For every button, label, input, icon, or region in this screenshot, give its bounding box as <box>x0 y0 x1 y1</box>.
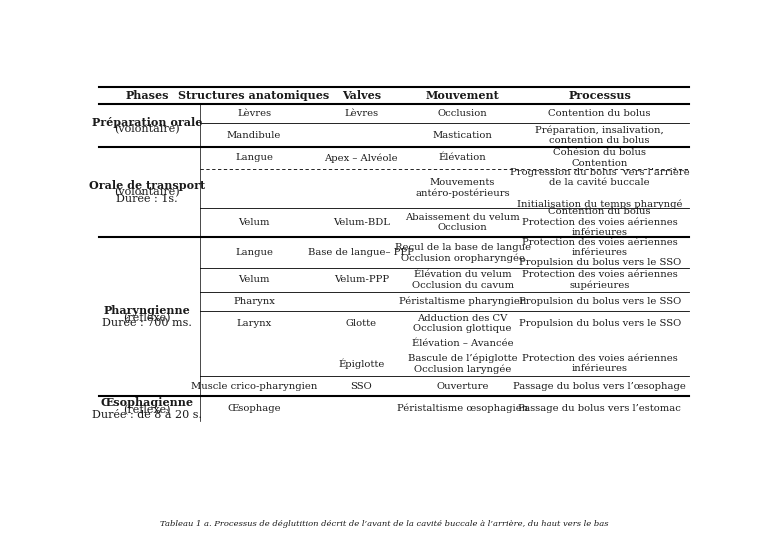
Text: Velum: Velum <box>238 218 270 227</box>
Text: Structures anatomiques: Structures anatomiques <box>178 90 330 101</box>
Text: Apex – Alvéole: Apex – Alvéole <box>325 153 398 163</box>
Text: Préparation orale: Préparation orale <box>92 117 202 128</box>
Text: (volontaire): (volontaire) <box>114 187 180 197</box>
Text: Progression du bolus  vers l’arrière
de la cavité buccale

Initialisation du tem: Progression du bolus vers l’arrière de l… <box>510 167 690 209</box>
Text: Lèvres: Lèvres <box>345 109 378 118</box>
Text: Protection des voies aériennes
supérieures: Protection des voies aériennes supérieur… <box>522 270 677 290</box>
Text: Mouvement: Mouvement <box>426 90 500 101</box>
Text: Glotte: Glotte <box>346 319 377 328</box>
Text: Pharyngienne: Pharyngienne <box>103 304 190 316</box>
Text: Protection des voies aériennes
inférieures: Protection des voies aériennes inférieur… <box>522 354 677 373</box>
Text: Cohésion du bolus
Contention: Cohésion du bolus Contention <box>553 148 646 168</box>
Text: Élévation: Élévation <box>439 154 487 163</box>
Text: Larynx: Larynx <box>236 319 271 328</box>
Text: Adduction des CV
Occlusion glottique: Adduction des CV Occlusion glottique <box>414 313 512 333</box>
Text: Préparation, insalivation,
contention du bolus: Préparation, insalivation, contention du… <box>535 125 664 146</box>
Text: (réflexe): (réflexe) <box>123 403 171 414</box>
Text: Durée : de 8 à 20 s.: Durée : de 8 à 20 s. <box>92 410 201 421</box>
Text: Valves: Valves <box>341 90 381 101</box>
Text: Protection des voies aériennes
inférieures
Propulsion du bolus vers le SSO: Protection des voies aériennes inférieur… <box>518 238 681 268</box>
Text: Propulsion du bolus vers le SSO: Propulsion du bolus vers le SSO <box>518 319 681 328</box>
Text: Processus: Processus <box>568 90 631 101</box>
Text: Occlusion: Occlusion <box>438 109 488 118</box>
Text: Langue: Langue <box>235 154 273 163</box>
Text: SSO: SSO <box>351 382 372 391</box>
Text: Base de langue– PPP: Base de langue– PPP <box>308 248 414 257</box>
Text: Propulsion du bolus vers le SSO: Propulsion du bolus vers le SSO <box>518 297 681 306</box>
Text: Péristaltisme œsophagien: Péristaltisme œsophagien <box>397 404 528 414</box>
Text: Durée : 1s.: Durée : 1s. <box>116 194 178 204</box>
Text: Contention du bolus: Contention du bolus <box>548 109 651 118</box>
Text: Recul de la base de langue
Occlusion oropharyngée: Recul de la base de langue Occlusion oro… <box>394 243 531 263</box>
Text: (volontaire): (volontaire) <box>114 124 180 134</box>
Text: Ouverture: Ouverture <box>436 382 489 391</box>
Text: Pharynx: Pharynx <box>233 297 275 306</box>
Text: Velum-PPP: Velum-PPP <box>334 276 389 284</box>
Text: Épiglotte: Épiglotte <box>338 358 384 369</box>
Text: Lèvres: Lèvres <box>237 109 271 118</box>
Text: Œsophage: Œsophage <box>228 404 281 413</box>
Text: Élévation du velum
Occlusion du cavum: Élévation du velum Occlusion du cavum <box>411 270 514 289</box>
Text: Phases: Phases <box>125 90 168 101</box>
Text: Abaissement du velum
Occlusion: Abaissement du velum Occlusion <box>405 213 520 232</box>
Text: Muscle crico-pharyngien: Muscle crico-pharyngien <box>191 382 318 391</box>
Text: Mastication: Mastication <box>433 131 493 140</box>
Text: Tableau 1 a. Processus de déglutition décrit de l’avant de la cavité buccale à l: Tableau 1 a. Processus de déglutition dé… <box>160 520 609 528</box>
Text: Langue: Langue <box>235 248 273 257</box>
Text: Passage du bolus vers l’œsophage: Passage du bolus vers l’œsophage <box>513 382 686 391</box>
Text: Péristaltisme pharyngien: Péristaltisme pharyngien <box>399 297 526 306</box>
Text: Velum-BDL: Velum-BDL <box>333 218 390 227</box>
Text: Mandibule: Mandibule <box>227 131 281 140</box>
Text: Velum: Velum <box>238 276 270 284</box>
Text: Contention du bolus
Protection des voies aériennes
inférieures: Contention du bolus Protection des voies… <box>522 207 677 237</box>
Text: Orale de transport: Orale de transport <box>88 180 205 191</box>
Text: Passage du bolus vers l’estomac: Passage du bolus vers l’estomac <box>518 404 681 413</box>
Text: Œsophagienne: Œsophagienne <box>100 397 193 408</box>
Text: Bascule de l’épiglotte
Occlusion laryngée: Bascule de l’épiglotte Occlusion laryngé… <box>408 353 518 374</box>
Text: (réflexe): (réflexe) <box>123 311 171 322</box>
Text: Durée : 700 ms.: Durée : 700 ms. <box>102 318 191 328</box>
Text: Élévation – Avancée: Élévation – Avancée <box>412 338 514 348</box>
Text: Mouvements
antéro-postérieurs: Mouvements antéro-postérieurs <box>415 178 510 198</box>
